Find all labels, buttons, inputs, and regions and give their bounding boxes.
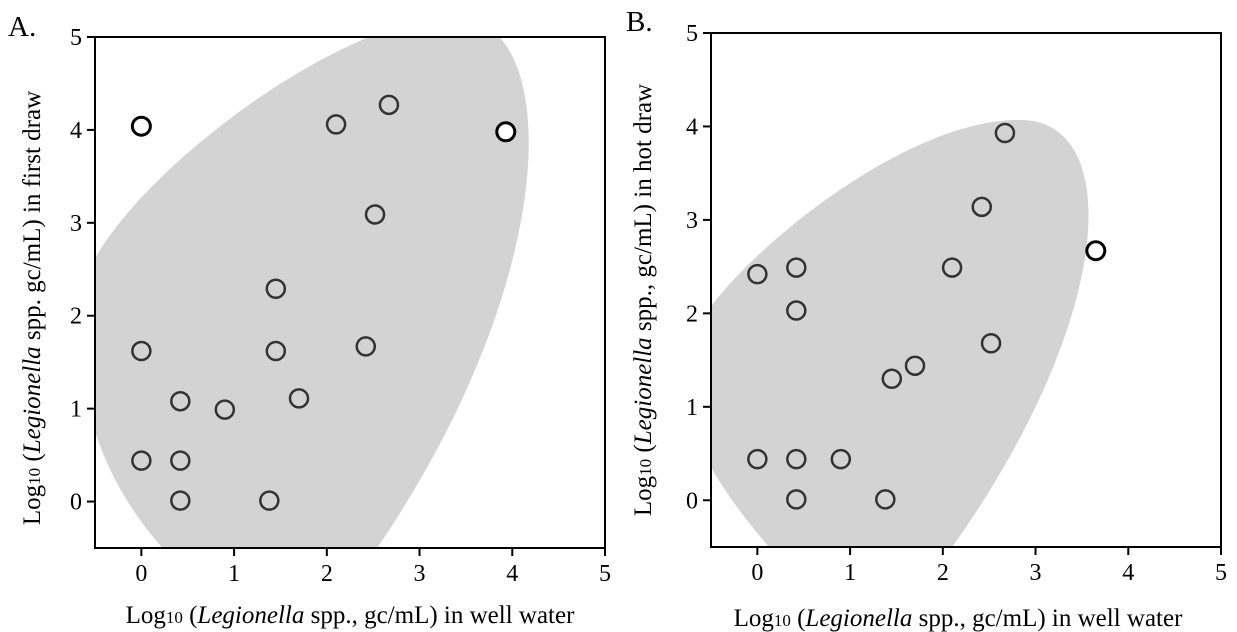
- points-b: [747, 122, 1107, 510]
- x-axis-label-b: Log10 (Legionella spp., gc/mL) in well w…: [734, 605, 1184, 632]
- y-axis-label-a-post: spp. gc/mL) in first draw: [19, 91, 46, 347]
- y-tick-label-b-2: 2: [686, 301, 698, 327]
- point-a-10: [325, 114, 347, 135]
- point-a-6: [259, 490, 280, 511]
- points-a: [130, 94, 517, 511]
- y-ticks-b: 0 1 2 3 4 5: [686, 21, 711, 514]
- point-b-7: [875, 489, 896, 510]
- point-a-1: [131, 450, 152, 471]
- point-a-5: [214, 399, 236, 420]
- point-b-12: [980, 333, 1002, 354]
- y-axis-label-b-sub: 10: [636, 459, 655, 476]
- y-axis-label-a: Log10 (Legionella spp. gc/mL) in first d…: [19, 91, 46, 525]
- y-axis-label-a-sub: 10: [25, 468, 44, 485]
- y-tick-label-b-1: 1: [686, 395, 698, 421]
- x-axis-label-b-mid: (: [791, 605, 806, 632]
- y-tick-label-a-0: 0: [70, 490, 82, 516]
- x-tick-label-b-1: 1: [844, 560, 856, 586]
- point-b-6: [830, 448, 852, 470]
- y-tick-label-b-5: 5: [686, 21, 698, 47]
- x-tick-label-a-2: 2: [321, 561, 333, 587]
- x-ticks-a: 0 1 2 3 4 5: [135, 548, 611, 587]
- y-axis-label-a-mid: (: [19, 453, 46, 468]
- point-b-1: [747, 448, 768, 470]
- x-ticks-b: 0 1 2 3 4 5: [751, 547, 1227, 586]
- x-axis-label-b-pre: Log: [734, 605, 775, 632]
- plot-frame-a: [94, 36, 606, 549]
- x-tick-label-a-3: 3: [414, 561, 426, 587]
- ellipse-a: [95, 37, 529, 548]
- plot-frame-b: [710, 32, 1222, 548]
- x-axis-label-a-sub: 10: [166, 608, 183, 627]
- point-b-8: [881, 368, 903, 390]
- y-tick-label-b-4: 4: [686, 114, 698, 140]
- y-tick-label-a-1: 1: [70, 397, 82, 423]
- x-axis-label-b-post: spp., gc/mL) in well water: [912, 605, 1183, 632]
- point-b-13: [994, 122, 1016, 144]
- x-axis-label-a-italic: Legionella: [196, 602, 304, 629]
- y-tick-label-a-2: 2: [70, 304, 82, 330]
- y-tick-label-b-0: 0: [686, 488, 698, 514]
- x-axis-label-a-mid: (: [183, 602, 198, 629]
- x-tick-label-a-0: 0: [135, 561, 147, 587]
- x-tick-label-b-3: 3: [1030, 560, 1042, 586]
- point-a-7: [265, 278, 287, 300]
- y-tick-label-a-4: 4: [70, 118, 82, 144]
- y-axis-label-b-italic: Legionella: [630, 337, 657, 445]
- point-a-8: [265, 340, 287, 362]
- y-tick-label-b-3: 3: [686, 208, 698, 234]
- panel-label-a: A.: [8, 11, 36, 43]
- outlier-point-a-0: [130, 115, 152, 137]
- point-b-11: [971, 196, 993, 218]
- point-b-9: [904, 355, 926, 376]
- x-tick-label-a-1: 1: [228, 561, 240, 587]
- point-a-4: [170, 490, 191, 511]
- point-b-5: [786, 489, 807, 510]
- x-tick-label-b-2: 2: [937, 560, 949, 586]
- point-a-13: [378, 94, 400, 116]
- x-axis-label-a: Log10 (Legionella spp., gc/mL) in well w…: [126, 602, 576, 629]
- point-b-4: [786, 448, 807, 470]
- y-tick-label-a-5: 5: [70, 25, 82, 51]
- y-axis-label-b-pre: Log: [630, 475, 657, 516]
- y-axis-label-b: Log10 (Legionella spp., gc/mL) in hot dr…: [630, 84, 657, 516]
- point-b-2: [786, 257, 807, 278]
- point-b-3: [786, 300, 807, 321]
- x-tick-label-b-0: 0: [751, 560, 763, 586]
- x-axis-label-a-post: spp., gc/mL) in well water: [304, 602, 575, 629]
- x-axis-label-a-pre: Log: [126, 602, 167, 629]
- x-axis-label-b-sub: 10: [774, 611, 791, 630]
- ellipse-b: [711, 119, 1089, 547]
- y-ticks-a: 0 1 2 3 4 5: [70, 25, 95, 516]
- outlier-point-a-1: [495, 121, 517, 143]
- point-b-10: [941, 257, 963, 278]
- x-tick-label-b-5: 5: [1215, 560, 1227, 586]
- y-tick-label-a-3: 3: [70, 211, 82, 237]
- y-axis-label-b-mid: (: [630, 444, 657, 459]
- outlier-point-b-0: [1085, 240, 1107, 262]
- point-a-2: [170, 390, 191, 412]
- x-tick-label-a-5: 5: [599, 561, 611, 587]
- point-a-11: [355, 336, 377, 357]
- y-axis-label-b-post: spp., gc/mL) in hot draw: [630, 84, 657, 337]
- x-axis-label-b-italic: Legionella: [804, 605, 912, 632]
- point-a-12: [364, 204, 386, 225]
- panel-label-b: B.: [626, 6, 653, 38]
- point-a-3: [170, 450, 191, 471]
- x-tick-label-a-4: 4: [506, 561, 518, 587]
- y-axis-label-a-italic: Legionella: [19, 346, 46, 454]
- point-a-9: [288, 388, 310, 409]
- y-axis-label-a-pre: Log: [19, 484, 46, 525]
- point-b-0: [747, 263, 768, 285]
- point-a-0: [131, 340, 152, 362]
- x-tick-label-b-4: 4: [1122, 560, 1134, 586]
